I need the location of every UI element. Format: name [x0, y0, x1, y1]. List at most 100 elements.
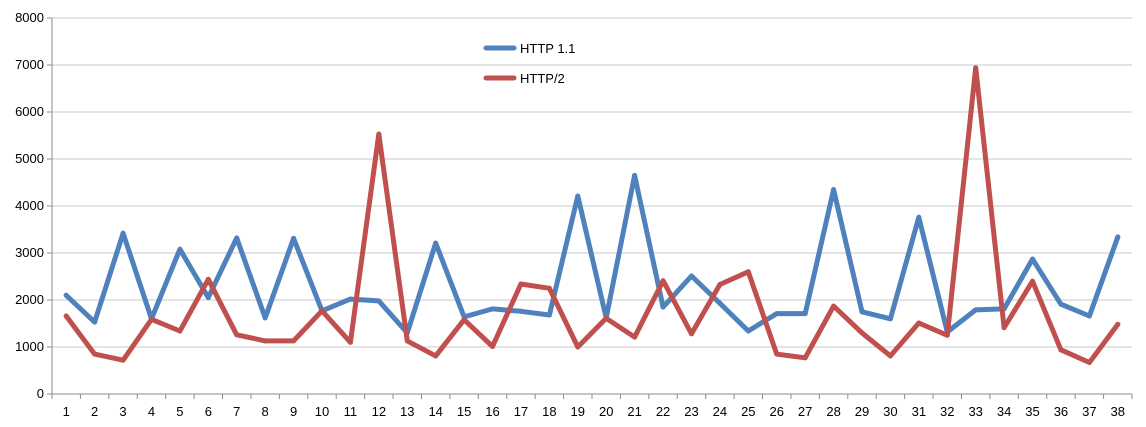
- x-tick-label: 37: [1082, 404, 1096, 419]
- data-point: [518, 281, 524, 287]
- series-line-2: [63, 65, 1121, 365]
- data-point: [831, 187, 837, 193]
- x-tick-label: 5: [176, 404, 183, 419]
- data-point: [518, 308, 524, 314]
- data-point: [1030, 256, 1036, 262]
- data-point: [774, 311, 780, 317]
- x-tick-label: 3: [119, 404, 126, 419]
- data-point: [1058, 301, 1064, 307]
- data-point: [745, 328, 751, 334]
- series-line-1: [63, 172, 1121, 336]
- x-tick-label: 22: [656, 404, 670, 419]
- y-tick-label: 8000: [15, 10, 44, 25]
- x-tick-label: 27: [798, 404, 812, 419]
- x-tick-label: 17: [514, 404, 528, 419]
- data-point: [717, 281, 723, 287]
- data-point: [148, 316, 154, 322]
- x-tick-label: 2: [91, 404, 98, 419]
- data-point: [347, 296, 353, 302]
- data-point: [546, 285, 552, 291]
- x-tick-label: 4: [148, 404, 155, 419]
- data-point: [63, 292, 69, 298]
- x-tick-label: 38: [1111, 404, 1125, 419]
- x-tick-label: 12: [372, 404, 386, 419]
- data-point: [490, 344, 496, 350]
- data-point: [177, 328, 183, 334]
- data-point: [632, 172, 638, 178]
- legend-entry: HTTP 1.1: [483, 41, 575, 56]
- x-tick-label: 6: [205, 404, 212, 419]
- x-tick-label: 25: [741, 404, 755, 419]
- legend-label: HTTP/2: [520, 71, 565, 86]
- data-point: [205, 276, 211, 282]
- x-tick-label: 13: [400, 404, 414, 419]
- x-tick-label: 9: [290, 404, 297, 419]
- legend-entry: HTTP/2: [483, 71, 565, 86]
- gridlines: [52, 17, 1132, 348]
- data-point: [291, 235, 297, 241]
- x-tick-label: 23: [684, 404, 698, 419]
- data-point: [262, 338, 268, 344]
- y-tick-label: 0: [37, 386, 44, 401]
- data-point: [575, 193, 581, 199]
- x-tick-label: 11: [344, 404, 358, 419]
- y-tick-label: 2000: [15, 292, 44, 307]
- y-tick-label: 3000: [15, 245, 44, 260]
- data-point: [347, 339, 353, 345]
- x-tick-label: 14: [428, 404, 442, 419]
- data-point: [490, 306, 496, 312]
- data-point: [433, 240, 439, 246]
- data-point: [831, 303, 837, 309]
- data-point: [688, 273, 694, 279]
- data-point: [120, 230, 126, 236]
- x-tick-label: 32: [940, 404, 954, 419]
- x-tick-label: 28: [826, 404, 840, 419]
- data-point: [1030, 278, 1036, 284]
- data-point: [603, 315, 609, 321]
- y-tick-label: 4000: [15, 198, 44, 213]
- x-tick-label: 26: [770, 404, 784, 419]
- data-point: [177, 246, 183, 252]
- x-tick-label: 1: [63, 404, 70, 419]
- data-point: [973, 307, 979, 313]
- data-point: [660, 304, 666, 310]
- x-tick-label: 24: [713, 404, 727, 419]
- data-point: [234, 235, 240, 241]
- data-point: [205, 295, 211, 301]
- x-tick-label: 36: [1054, 404, 1068, 419]
- data-point: [688, 331, 694, 337]
- data-point: [1086, 360, 1092, 366]
- data-point: [859, 330, 865, 336]
- y-tick-label: 7000: [15, 57, 44, 72]
- data-point: [802, 311, 808, 317]
- x-tick-label: 35: [1025, 404, 1039, 419]
- x-tick-label: 31: [912, 404, 926, 419]
- x-tick-label: 20: [599, 404, 613, 419]
- x-tick-label: 18: [542, 404, 556, 419]
- data-point: [774, 351, 780, 357]
- x-tick-label: 16: [485, 404, 499, 419]
- data-point: [234, 332, 240, 338]
- data-point: [887, 353, 893, 359]
- x-tick-label: 19: [571, 404, 585, 419]
- x-tick-label: 33: [968, 404, 982, 419]
- data-point: [319, 308, 325, 314]
- x-tick-label: 10: [315, 404, 329, 419]
- data-point: [461, 317, 467, 323]
- data-point: [433, 353, 439, 359]
- data-point: [575, 344, 581, 350]
- data-point: [802, 355, 808, 361]
- data-point: [1058, 347, 1064, 353]
- data-point: [291, 338, 297, 344]
- data-point: [404, 338, 410, 344]
- data-point: [1086, 313, 1092, 319]
- x-tick-label: 30: [883, 404, 897, 419]
- x-tick-label: 34: [997, 404, 1011, 419]
- data-point: [944, 332, 950, 338]
- data-point: [546, 312, 552, 318]
- y-tick-label: 1000: [15, 339, 44, 354]
- data-point: [632, 334, 638, 340]
- legend-label: HTTP 1.1: [520, 41, 575, 56]
